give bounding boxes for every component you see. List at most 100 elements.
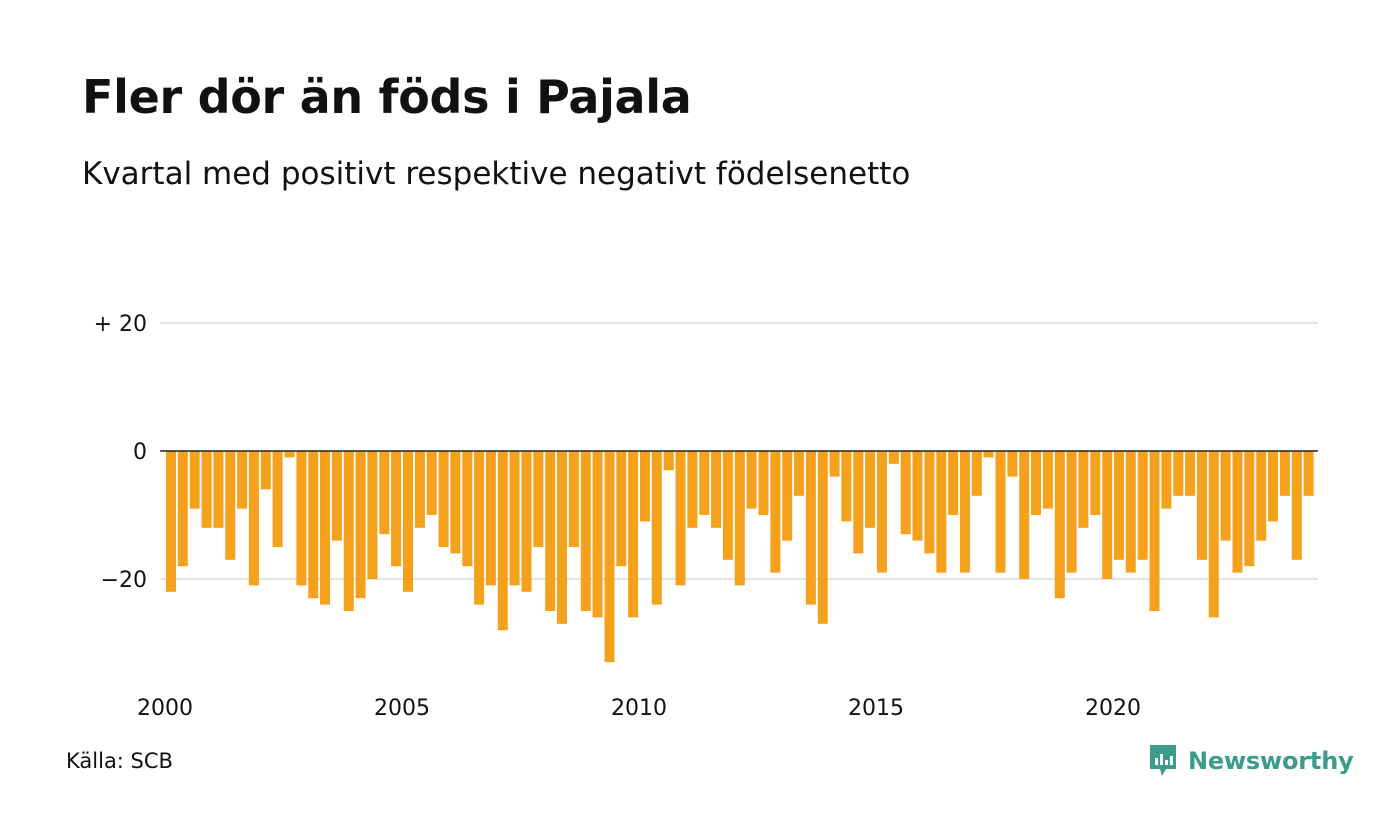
bar — [1173, 451, 1184, 496]
bar — [1220, 451, 1231, 541]
bar — [1090, 451, 1101, 515]
bar — [1102, 451, 1113, 579]
y-tick-label: −20 — [101, 568, 147, 593]
bar — [414, 451, 425, 528]
bar — [640, 451, 650, 522]
y-tick-label: 0 — [133, 440, 147, 465]
bar — [284, 451, 295, 458]
bar — [758, 451, 769, 515]
x-tick-label: 2005 — [374, 696, 430, 721]
bar — [450, 451, 461, 554]
bar — [177, 451, 188, 567]
bar — [1268, 451, 1278, 522]
bar — [675, 451, 686, 586]
bar — [616, 451, 627, 567]
bar — [628, 451, 639, 618]
bar — [995, 451, 1006, 573]
bar — [166, 451, 176, 592]
bar — [651, 451, 662, 605]
bar — [1066, 451, 1077, 573]
bar — [355, 451, 366, 599]
bar — [485, 451, 496, 586]
bar — [663, 451, 674, 471]
bar — [936, 451, 947, 573]
bar — [604, 451, 615, 663]
bar — [296, 451, 307, 586]
bar — [841, 451, 852, 522]
bar — [699, 451, 710, 515]
bar — [331, 451, 342, 541]
bar — [379, 451, 390, 535]
bar — [1232, 451, 1243, 573]
bar — [213, 451, 224, 528]
bar — [900, 451, 911, 535]
bar — [521, 451, 532, 592]
bars — [166, 451, 1314, 663]
x-tick-label: 2010 — [611, 696, 667, 721]
logo-text: Newsworthy — [1188, 747, 1354, 775]
bar — [746, 451, 757, 509]
bar — [805, 451, 816, 605]
bar — [888, 451, 899, 464]
bar — [568, 451, 579, 547]
y-tick-label: + 20 — [94, 312, 147, 337]
bar — [201, 451, 212, 528]
bar — [1185, 451, 1196, 496]
bar — [1031, 451, 1041, 515]
x-axis-tick-labels: 2000 2005 2010 2015 2020 — [137, 696, 1141, 721]
bar — [509, 451, 520, 586]
bar — [782, 451, 793, 541]
bar — [580, 451, 591, 611]
bar — [877, 451, 887, 573]
bar — [1197, 451, 1207, 560]
x-tick-label: 2015 — [848, 696, 904, 721]
bar — [545, 451, 556, 611]
bar — [557, 451, 567, 624]
bar — [367, 451, 378, 579]
bar — [983, 451, 994, 458]
bar — [959, 451, 970, 573]
bar — [260, 451, 271, 490]
bar — [343, 451, 354, 611]
bar — [391, 451, 402, 567]
newsworthy-logo-icon — [1150, 745, 1176, 776]
bar — [711, 451, 722, 528]
bar — [189, 451, 200, 509]
bar — [770, 451, 781, 573]
bar — [533, 451, 544, 547]
bar — [817, 451, 828, 624]
bar — [462, 451, 473, 567]
bar — [1078, 451, 1089, 528]
bar — [1042, 451, 1053, 509]
bar — [1054, 451, 1065, 599]
bar — [1149, 451, 1160, 611]
bar — [320, 451, 330, 605]
bar — [1137, 451, 1148, 560]
bar — [1244, 451, 1255, 567]
x-tick-label: 2020 — [1085, 696, 1141, 721]
bar — [687, 451, 698, 528]
bar — [592, 451, 603, 618]
bar — [948, 451, 959, 515]
bar — [308, 451, 319, 599]
bar — [1007, 451, 1018, 477]
bar — [1303, 451, 1314, 496]
bar — [403, 451, 413, 592]
bar — [1208, 451, 1219, 618]
bar — [865, 451, 876, 528]
bar — [1279, 451, 1290, 496]
bar — [971, 451, 982, 496]
bar — [1019, 451, 1030, 579]
bar — [722, 451, 733, 560]
chart-subtitle: Kvartal med positivt respektive negativt… — [82, 156, 911, 192]
bar — [912, 451, 923, 541]
bar — [237, 451, 248, 509]
bar — [1125, 451, 1136, 573]
bar — [1161, 451, 1172, 509]
bar — [426, 451, 437, 515]
bar — [924, 451, 935, 554]
chart-title: Fler dör än föds i Pajala — [82, 70, 692, 124]
bar — [1114, 451, 1124, 560]
bar — [734, 451, 745, 586]
